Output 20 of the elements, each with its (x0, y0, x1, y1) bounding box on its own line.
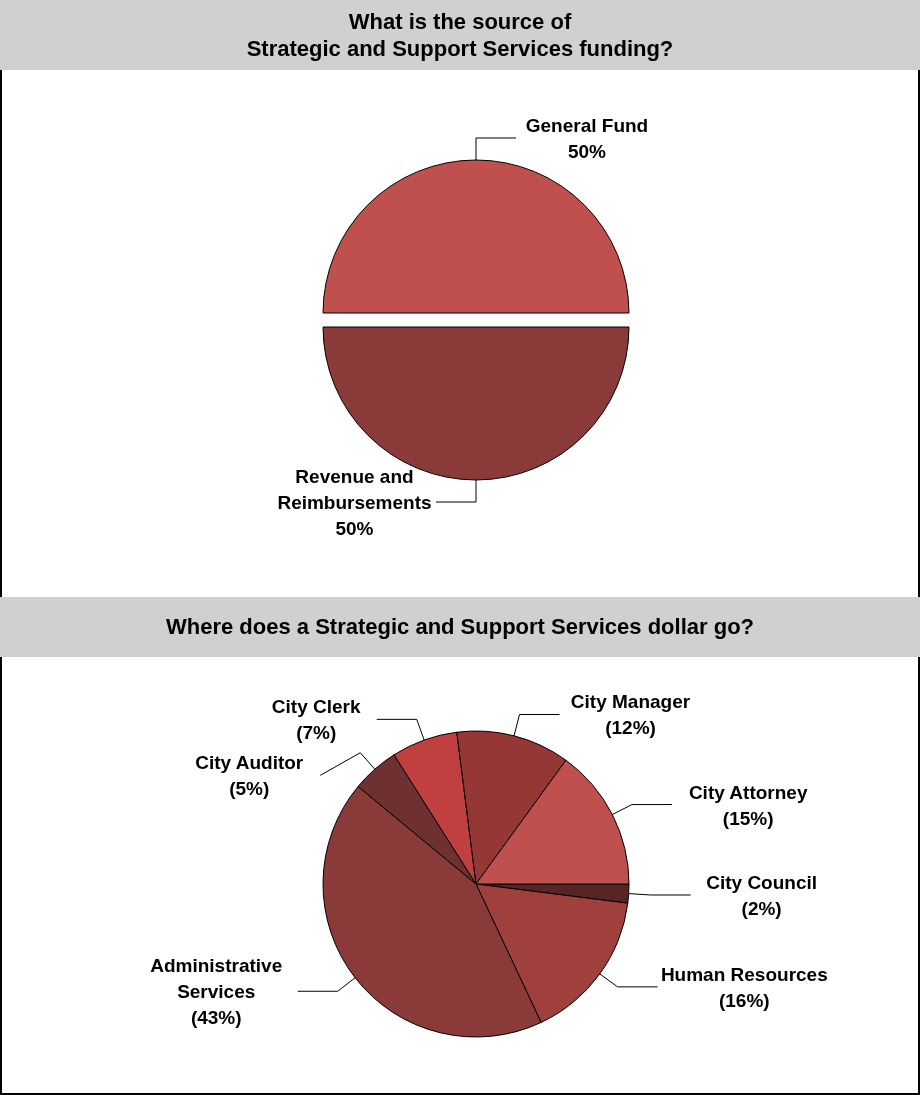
slice-label: City Manager (570, 691, 691, 713)
slice-label: City Clerk (271, 696, 361, 718)
data-label: (16%) (718, 989, 770, 1011)
slice-label: Human Resources (660, 963, 828, 985)
slice-label: City Auditor (195, 752, 304, 774)
slice-label: Revenue and Reimbursements (277, 466, 432, 513)
data-label: (43%) (190, 1007, 242, 1029)
slice-label: City Attorney (688, 781, 808, 803)
chart-title: Where does a Strategic and Support Services dollar go? (165, 614, 755, 639)
data-label: (5%) (229, 778, 270, 800)
chart-title: What is the source of Strategic and Support Services funding? (246, 8, 674, 61)
slice-label: City Council (706, 871, 818, 893)
data-label: 50% (335, 518, 374, 539)
slice-label: Administrative Services (150, 955, 283, 1003)
data-label: (7%) (296, 722, 337, 744)
data-label: 50% (567, 141, 607, 162)
data-label: (15%) (722, 807, 774, 829)
data-label: (12%) (605, 717, 656, 739)
slice-label: General Fund (525, 115, 649, 136)
data-label: (2%) (741, 897, 782, 919)
